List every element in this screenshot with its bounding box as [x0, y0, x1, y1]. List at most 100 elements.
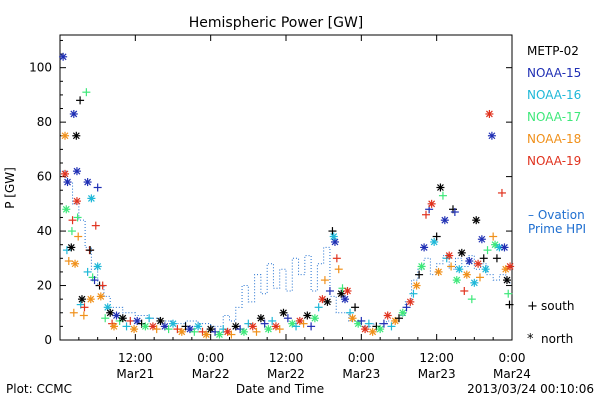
data-point-south — [314, 303, 323, 312]
data-point-north — [112, 311, 121, 320]
data-point-south — [101, 314, 110, 323]
data-point-north — [368, 327, 377, 336]
data-point-south — [62, 246, 71, 255]
data-point-north — [69, 109, 78, 118]
y-tick-label: 0 — [44, 333, 52, 347]
x-tick-time-label: 0:00 — [197, 351, 224, 365]
data-point-south — [90, 276, 99, 285]
data-point-south — [181, 322, 190, 331]
satellite-legend: METP-02 NOAA-15 NOAA-16 NOAA-17 NOAA-18 NOAA-… — [527, 44, 581, 168]
data-point-south — [126, 316, 135, 325]
data-point-north — [501, 265, 510, 274]
data-point-north — [406, 297, 415, 306]
ovation-legend-line1: – Ovation — [528, 208, 585, 222]
data-point-north — [59, 52, 68, 61]
data-point-south — [190, 327, 199, 336]
data-point-south — [387, 322, 396, 331]
y-tick-label: 20 — [37, 279, 52, 293]
data-point-south — [292, 322, 301, 331]
data-point-north — [341, 295, 350, 304]
data-point-north — [383, 311, 392, 320]
data-point-south — [86, 246, 95, 255]
data-point-south — [73, 213, 82, 222]
data-point-south — [505, 300, 514, 309]
data-point-north — [457, 248, 466, 257]
data-point-south — [332, 254, 341, 263]
x-tick-time-label: 12:00 — [419, 351, 454, 365]
data-point-north — [452, 276, 461, 285]
data-point-north — [271, 322, 280, 331]
data-point-south — [93, 183, 102, 192]
data-point-north — [67, 243, 76, 252]
y-tick-label: 80 — [37, 115, 52, 129]
data-point-north — [310, 314, 319, 323]
data-point-south — [320, 276, 329, 285]
x-tick-date-label: Mar23 — [418, 367, 456, 381]
legend-entry: METP-02 — [527, 44, 579, 58]
data-point-south — [409, 289, 418, 298]
data-point-south — [145, 314, 154, 323]
data-point-north — [436, 183, 445, 192]
data-point-south — [467, 295, 476, 304]
data-point-north — [462, 270, 471, 279]
data-point-south — [402, 303, 411, 312]
data-point-north — [109, 322, 118, 331]
data-point-north — [434, 267, 443, 276]
data-point-north — [417, 262, 426, 271]
data-point-north — [279, 308, 288, 317]
data-point-north — [343, 286, 352, 295]
data-point-north — [427, 199, 436, 208]
data-point-north — [61, 131, 70, 140]
data-point-south — [74, 232, 83, 241]
legend-entry: NOAA-19 — [527, 154, 581, 168]
data-point-north — [185, 325, 194, 334]
data-point-north — [106, 308, 115, 317]
ovation-legend-line2: Prime HPI — [528, 222, 586, 236]
x-tick-time-label: 12:00 — [118, 351, 153, 365]
data-point-north — [376, 325, 385, 334]
data-point-north — [248, 322, 257, 331]
data-point-south — [364, 319, 373, 328]
data-point-south — [173, 325, 182, 334]
y-tick-label: 60 — [37, 170, 52, 184]
north-symbol: * — [527, 332, 534, 347]
data-point-south — [475, 273, 484, 282]
data-point-south — [415, 270, 424, 279]
data-point-north — [63, 178, 72, 187]
data-point-north — [398, 308, 407, 317]
data-point-north — [93, 262, 102, 271]
data-point-north — [472, 216, 481, 225]
data-point-south — [227, 330, 236, 339]
data-point-north — [323, 297, 332, 306]
data-point-south — [328, 227, 337, 236]
x-tick-time-label: 0:00 — [348, 351, 375, 365]
data-point-south — [76, 96, 85, 105]
data-point-south — [432, 232, 441, 241]
data-point-north — [62, 205, 71, 214]
data-point-north — [231, 322, 240, 331]
data-point-north — [485, 109, 494, 118]
data-point-south — [395, 314, 403, 323]
y-tick-label: 100 — [29, 61, 52, 75]
footer-timestamp: 2013/03/24 00:10:06 — [467, 382, 594, 396]
ovation-hpi-line — [60, 170, 512, 327]
data-point-north — [487, 131, 496, 140]
data-point-north — [430, 237, 439, 246]
y-axis-label: P [GW] — [3, 167, 17, 209]
data-point-north — [329, 232, 338, 241]
data-point-north — [502, 276, 511, 285]
data-point-south — [82, 88, 91, 97]
data-point-south — [421, 210, 430, 219]
data-point-north — [72, 131, 81, 140]
data-point-south — [98, 281, 107, 290]
data-point-north — [303, 311, 312, 320]
x-tick-date-label: Mar21 — [116, 367, 154, 381]
data-point-south — [479, 254, 488, 263]
data-point-south — [334, 265, 343, 274]
x-tick-date-label: Mar22 — [192, 367, 230, 381]
x-tick-date-label: Mar23 — [342, 367, 380, 381]
x-tick-time-label: 0:00 — [499, 351, 526, 365]
data-point-south — [79, 311, 88, 320]
data-point-north — [500, 243, 509, 252]
